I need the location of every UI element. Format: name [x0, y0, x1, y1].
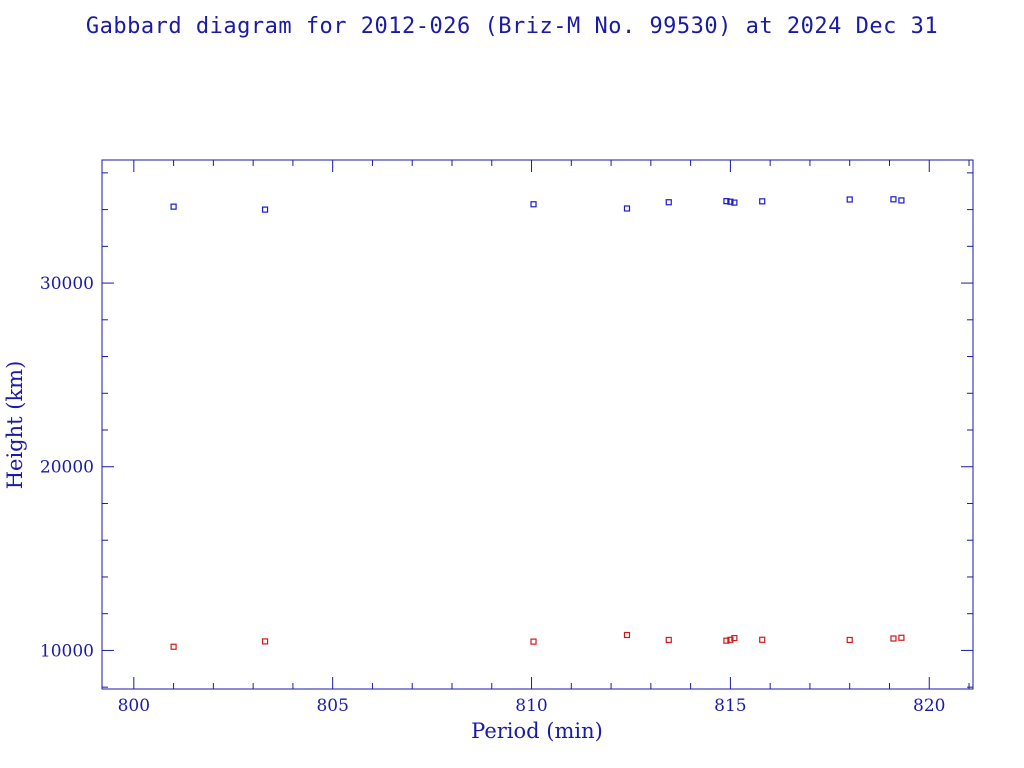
perigee-point — [759, 636, 766, 643]
perigee-point — [261, 638, 269, 645]
perigee-point — [665, 636, 672, 644]
y-tick-label: 10000 — [40, 641, 94, 661]
perigee-point — [846, 636, 853, 644]
tick-labels: 800 805 810 815 820 10000 20000 30000 — [40, 274, 946, 716]
x-tick-label: 800 — [118, 696, 150, 716]
apogee-point — [170, 203, 177, 210]
perigee-point — [898, 634, 905, 641]
apogee-point — [731, 199, 738, 206]
apogee-point — [723, 198, 730, 205]
perigee-point — [170, 643, 177, 650]
perigee-point — [723, 637, 730, 644]
apogee-point — [727, 198, 734, 205]
x-tick-label: 810 — [515, 696, 547, 716]
apogee-point — [759, 198, 766, 205]
perigee-point — [890, 635, 897, 642]
x-tick-label: 815 — [714, 696, 746, 716]
perigee-point — [623, 631, 631, 639]
apogee-point — [623, 205, 631, 212]
apogee-point — [530, 201, 537, 208]
x-axis-label: Period (min) — [471, 719, 603, 743]
axis-ticks — [102, 160, 973, 689]
perigee-point — [727, 636, 734, 643]
perigee-point — [530, 638, 537, 645]
apogee-point — [898, 197, 905, 204]
perigee-point — [731, 635, 738, 642]
apogee-point — [890, 196, 897, 203]
plot-frame — [101, 159, 974, 690]
x-tick-label: 820 — [913, 696, 945, 716]
y-axis-label: Height (km) — [3, 361, 27, 490]
y-tick-label: 20000 — [40, 458, 94, 478]
apogee-point — [261, 206, 269, 213]
x-tick-label: 805 — [316, 696, 348, 716]
apogee-point — [846, 196, 853, 203]
data-points — [170, 196, 905, 650]
apogee-point — [665, 199, 672, 206]
y-tick-label: 30000 — [40, 274, 94, 294]
chart-title: Gabbard diagram for 2012-026 (Briz-M No.… — [85, 14, 939, 39]
